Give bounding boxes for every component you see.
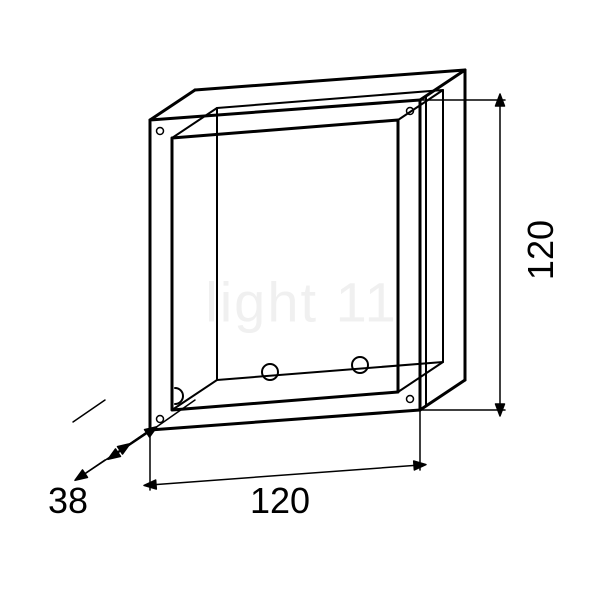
diagram-canvas: light 11 <box>0 0 603 603</box>
dimension-depth-label: 38 <box>48 480 88 522</box>
dimension-width-label: 120 <box>250 480 310 522</box>
dimension-height-label: 120 <box>520 220 562 280</box>
